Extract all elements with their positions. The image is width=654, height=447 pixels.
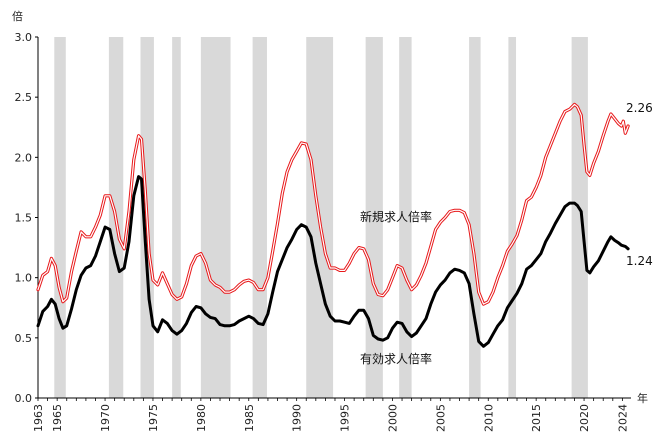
y-tick-label: 1.0 bbox=[15, 272, 33, 285]
recession-band-4 bbox=[200, 37, 231, 398]
recession-band-10 bbox=[508, 37, 517, 398]
x-tick-label: 2005 bbox=[434, 404, 447, 432]
axes bbox=[35, 36, 631, 401]
y-tick-label: 0.5 bbox=[15, 332, 33, 345]
x-tick-labels: 1963 1965 1970 1975 1980 1985 1990 1995 2000 2005… bbox=[32, 404, 629, 432]
x-unit-label: 年 bbox=[637, 391, 648, 405]
series-label-active-openings: 有効求人倍率 bbox=[360, 351, 432, 366]
y-tick-label: 2.5 bbox=[15, 91, 33, 104]
recession-bands bbox=[54, 37, 588, 398]
y-tick-label: 1.5 bbox=[15, 212, 33, 225]
x-tick-label: 2020 bbox=[578, 404, 591, 432]
x-tick-label: 1975 bbox=[147, 404, 160, 432]
y-tick-label: 0.0 bbox=[15, 392, 33, 405]
x-tick-label: 1980 bbox=[195, 404, 208, 432]
series-lines bbox=[36, 102, 630, 348]
recession-band-11 bbox=[571, 37, 588, 398]
recession-band-8 bbox=[399, 37, 412, 398]
x-tick-label: 1995 bbox=[339, 404, 352, 432]
x-tick-label: 2010 bbox=[482, 404, 495, 432]
recession-band-9 bbox=[469, 37, 481, 398]
x-tick-label: 1985 bbox=[243, 404, 256, 432]
x-tick-label: 2015 bbox=[530, 404, 543, 432]
y-unit-label: 倍 bbox=[12, 9, 23, 23]
series-label-new-openings: 新規求人倍率 bbox=[360, 209, 432, 224]
end-value-new-openings: 2.26 bbox=[626, 101, 653, 115]
recession-band-7 bbox=[365, 37, 383, 398]
end-value-active-openings: 1.24 bbox=[626, 254, 653, 268]
series-line-new-openings-inner bbox=[37, 103, 629, 305]
series-line-active-openings bbox=[36, 175, 630, 348]
x-tick-label: 1990 bbox=[291, 404, 304, 432]
y-tick-label: 2.0 bbox=[15, 151, 33, 164]
y-tick-labels: 0.0 0.5 1.0 1.5 2.0 2.5 3.0 bbox=[15, 31, 33, 405]
recession-band-3 bbox=[172, 37, 181, 398]
recession-band-5 bbox=[252, 37, 267, 398]
x-tick-label: 2000 bbox=[386, 404, 399, 432]
x-tick-label: 1965 bbox=[51, 404, 64, 432]
x-tick-label: 2024 bbox=[616, 404, 629, 432]
recession-band-0 bbox=[54, 37, 66, 398]
y-tick-label: 3.0 bbox=[15, 31, 33, 44]
x-tick-label: 1970 bbox=[99, 404, 112, 432]
x-tick-label: 1963 bbox=[32, 404, 45, 432]
